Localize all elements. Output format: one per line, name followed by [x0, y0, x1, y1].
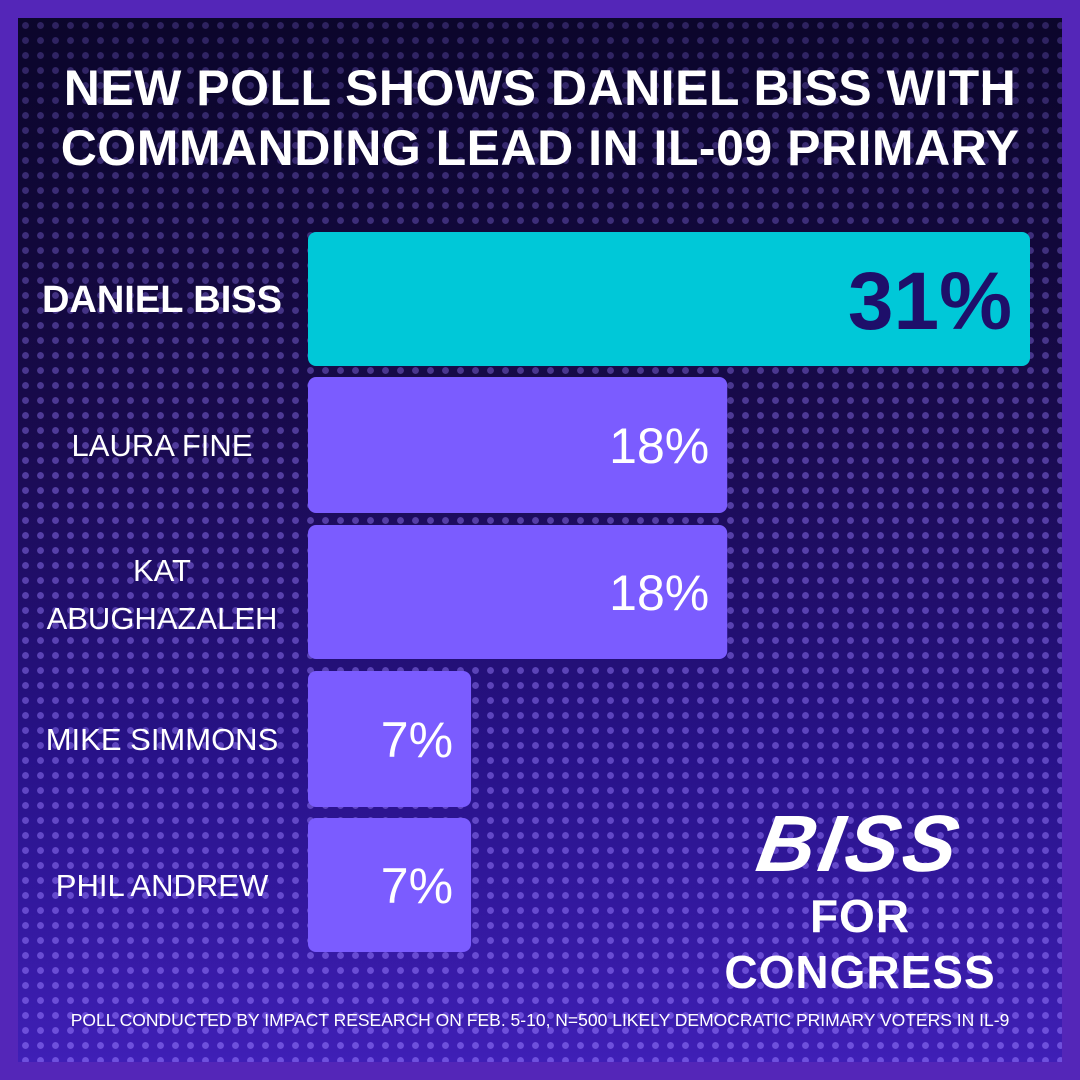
bar-kat-abughazaleh: [308, 525, 728, 659]
bar-phil-andrew: [308, 818, 472, 952]
value-label: 7%: [381, 858, 453, 914]
value-label: 18%: [609, 565, 709, 621]
value-label: 7%: [381, 712, 453, 768]
category-label: ABUGHAZALEH: [47, 601, 278, 636]
campaign-logo: BISS FOR CONGRESS: [680, 799, 1040, 998]
category-label: MIKE SIMMONS: [46, 722, 279, 757]
category-label: PHIL ANDREW: [56, 868, 269, 903]
category-label: DANIEL BISS: [42, 279, 282, 321]
logo-biss-wordmark: BISS: [750, 799, 970, 888]
poll-footnote: POLL CONDUCTED BY IMPACT RESEARCH ON FEB…: [70, 1010, 1010, 1030]
bar-laura-fine: [308, 377, 728, 513]
logo-for-congress: FOR CONGRESS: [724, 890, 996, 998]
value-label: 31%: [848, 256, 1012, 347]
bar-mike-simmons: [308, 671, 472, 807]
bar-daniel-biss: [308, 232, 1030, 366]
category-label: KAT: [133, 553, 191, 588]
category-label: LAURA FINE: [72, 428, 253, 463]
value-label: 18%: [609, 418, 709, 474]
chart-title: NEW POLL SHOWS DANIEL BISS WITH COMMANDI…: [60, 60, 1020, 176]
